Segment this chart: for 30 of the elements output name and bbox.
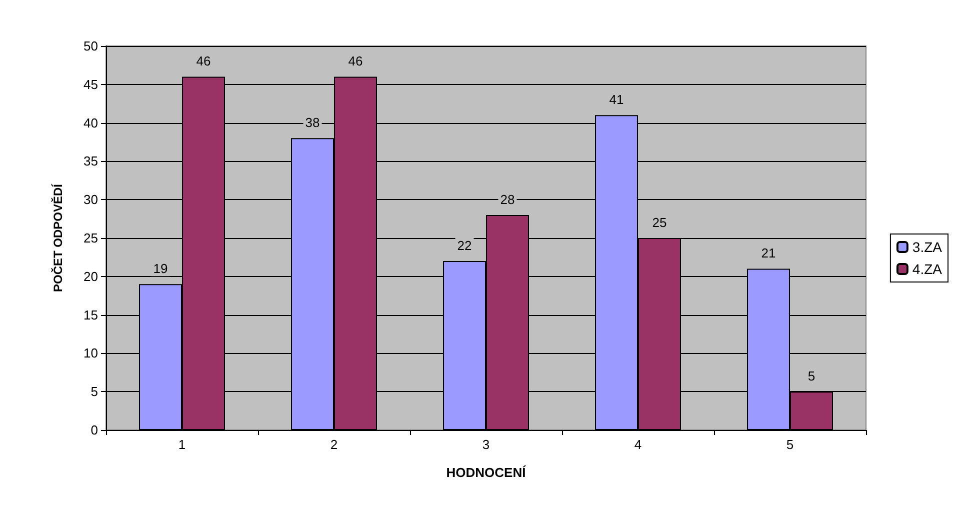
y-tick-label: 25 bbox=[84, 230, 98, 246]
data-label: 41 bbox=[609, 92, 624, 108]
x-axis-title: HODNOCENÍ bbox=[446, 465, 526, 480]
x-tick-label: 3 bbox=[482, 437, 490, 452]
legend-label: 4.ZA bbox=[912, 261, 943, 277]
data-label: 21 bbox=[761, 246, 776, 261]
data-label: 22 bbox=[457, 238, 472, 254]
data-label: 38 bbox=[305, 115, 320, 130]
y-tick-label: 5 bbox=[90, 384, 98, 400]
data-label: 46 bbox=[348, 54, 363, 69]
x-tick-label: 1 bbox=[178, 437, 186, 452]
data-label: 19 bbox=[153, 261, 168, 276]
y-tick-label: 15 bbox=[84, 307, 98, 322]
data-label: 5 bbox=[808, 368, 816, 384]
y-tick-label: 0 bbox=[90, 422, 98, 438]
legend-label: 3.ZA bbox=[912, 239, 943, 255]
y-tick-label: 50 bbox=[84, 38, 98, 54]
data-label: 25 bbox=[652, 215, 667, 230]
x-tick-label: 4 bbox=[634, 437, 642, 452]
y-tick-label: 20 bbox=[84, 268, 98, 284]
y-axis-title: POČET ODPOVĚDÍ bbox=[51, 183, 65, 292]
y-tick-label: 30 bbox=[84, 192, 98, 208]
data-label: 28 bbox=[500, 192, 515, 207]
y-tick-label: 35 bbox=[84, 154, 98, 169]
y-tick-label: 45 bbox=[84, 76, 98, 92]
x-tick-label: 5 bbox=[786, 437, 794, 452]
data-label: 46 bbox=[196, 54, 211, 69]
x-tick-label: 2 bbox=[330, 437, 338, 452]
y-tick-label: 10 bbox=[84, 346, 98, 361]
y-tick-label: 40 bbox=[84, 115, 98, 130]
